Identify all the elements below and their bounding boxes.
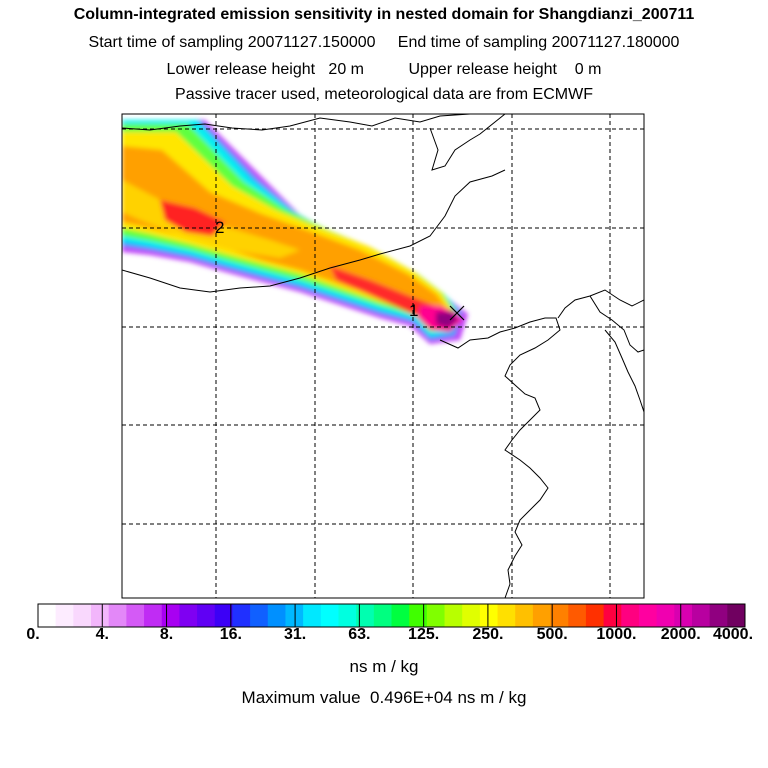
colorbar-cell	[391, 604, 410, 627]
graticule-grid	[122, 114, 644, 598]
colorbar-cell	[638, 604, 658, 627]
colorbar-cell	[91, 604, 110, 627]
maximum-value: Maximum value 0.496E+04 ns m / kg	[241, 688, 527, 707]
colorbar-cell	[197, 604, 216, 627]
colorbar-cell	[373, 604, 392, 627]
colorbar-cell	[603, 604, 622, 627]
colorbar-cell	[709, 604, 728, 627]
colorbar-cell	[585, 604, 605, 627]
colorbar-cell	[55, 604, 74, 627]
colorbar-cell	[285, 604, 304, 627]
trajectory-marker-2: 2	[215, 218, 224, 237]
colorbar-cell	[656, 604, 675, 627]
colorbar-cell	[497, 604, 516, 627]
colorbar-label: 250.	[472, 626, 504, 643]
colorbar-cell	[214, 604, 233, 627]
plume-layer	[122, 120, 468, 344]
colorbar-cells	[38, 604, 746, 627]
colorbar-labels: 0. 4. 8. 16. 31. 63. 125. 250. 500. 1000. 2000. 400…	[0, 626, 768, 650]
colorbar-label: 2000.	[660, 626, 701, 643]
colorbar-cell	[479, 604, 499, 627]
colorbar-cell	[320, 604, 339, 627]
colorbar-cell	[356, 604, 375, 627]
colorbar-cell	[179, 604, 198, 627]
colorbar-label: 31.	[283, 626, 307, 643]
colorbar-cell	[338, 604, 357, 627]
colorbar-cell	[108, 604, 127, 627]
colorbar-frame	[37, 603, 746, 628]
coastline-layer	[122, 114, 644, 598]
colorbar-cell	[126, 604, 145, 627]
tracer-info: Passive tracer used, meteorological data…	[175, 86, 593, 103]
colorbar-cell	[444, 604, 463, 627]
colorbar-label: 1000.	[596, 626, 637, 643]
trajectory-marker-1: 1	[409, 301, 418, 320]
colorbar-cell	[267, 604, 286, 627]
colorbar-cell	[462, 604, 481, 627]
colorbar-cell	[409, 604, 428, 627]
plot-title: Column-integrated emission sensitivity i…	[73, 6, 695, 23]
colorbar-cell	[550, 604, 569, 627]
colorbar-cell	[727, 604, 746, 627]
colorbar-cell	[515, 604, 534, 627]
colorbar-label: 16.	[219, 626, 242, 643]
colorbar-cell	[568, 604, 587, 627]
release-heights: Lower release height 20 m Upper release …	[166, 61, 602, 78]
colorbar-cell	[621, 604, 640, 627]
colorbar-label: 4.	[95, 626, 109, 643]
colorbar-label: 4000.	[712, 626, 754, 643]
colorbar-cell	[250, 604, 269, 627]
colorbar-cell	[144, 604, 163, 627]
colorbar-ticks	[101, 604, 682, 627]
colorbar-label: 125.	[408, 626, 440, 643]
colorbar-cell	[303, 604, 322, 627]
colorbar-cell	[532, 604, 552, 627]
colorbar-cell	[38, 604, 57, 627]
map-frame	[121, 113, 645, 599]
colorbar-cell	[232, 604, 251, 627]
sampling-times: Start time of sampling 20071127.150000 E…	[88, 34, 680, 51]
colorbar-label: 63.	[348, 626, 371, 643]
colorbar-label: 500.	[536, 626, 568, 643]
colorbar-cell	[674, 604, 693, 627]
x-cross-icon	[449, 305, 465, 321]
colorbar-cell	[161, 604, 180, 627]
colorbar-units: ns m / kg	[349, 657, 419, 676]
colorbar-cell	[426, 604, 446, 627]
colorbar-cell	[691, 604, 711, 627]
colorbar-cell	[73, 604, 92, 627]
colorbar-label: 0.	[26, 626, 40, 643]
colorbar-label: 8.	[159, 626, 174, 643]
